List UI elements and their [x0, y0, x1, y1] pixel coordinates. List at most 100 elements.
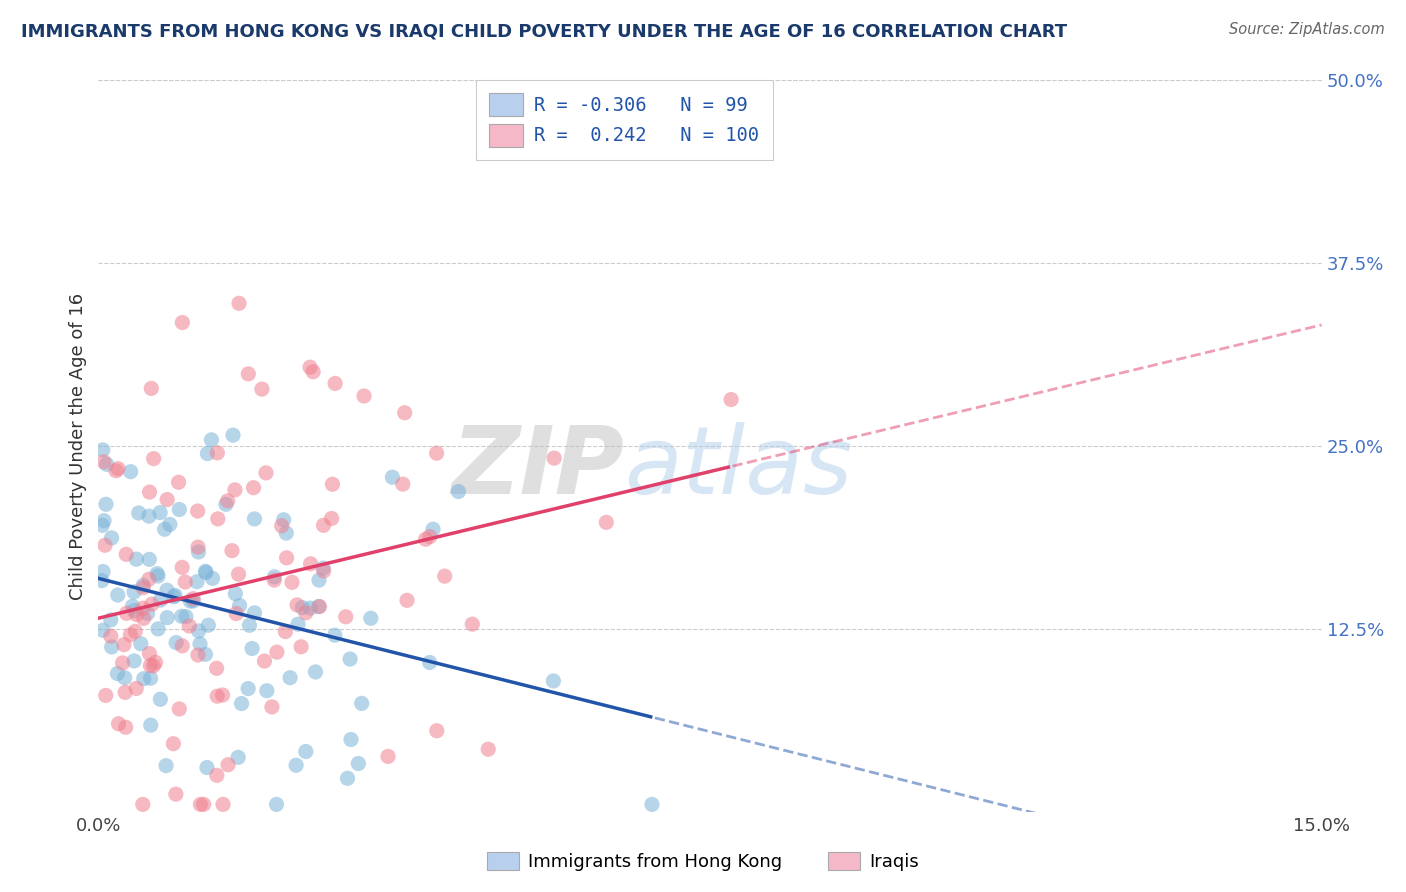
Point — [287, 617, 309, 632]
Point — [433, 569, 456, 583]
Point — [114, 685, 136, 699]
Point — [107, 461, 129, 475]
Point — [179, 594, 201, 608]
Point — [347, 756, 370, 771]
Point — [187, 648, 209, 662]
Point — [165, 787, 187, 801]
Point — [461, 617, 484, 632]
Point — [132, 611, 155, 625]
Point — [172, 316, 194, 330]
Point — [254, 466, 277, 480]
Point — [215, 497, 238, 511]
Point — [91, 565, 114, 579]
Point — [141, 597, 163, 611]
Point — [205, 768, 228, 782]
Point — [242, 481, 264, 495]
Point — [419, 656, 441, 670]
Point — [276, 526, 298, 541]
Point — [107, 716, 129, 731]
Point — [100, 613, 122, 627]
Point — [290, 640, 312, 654]
Point — [224, 587, 246, 601]
Point — [138, 552, 160, 566]
Point — [115, 607, 138, 621]
Point — [100, 640, 122, 654]
Point — [217, 494, 239, 508]
Point — [274, 624, 297, 639]
Point — [236, 681, 259, 696]
Point — [121, 599, 143, 614]
Point — [114, 720, 136, 734]
Point — [273, 513, 295, 527]
Point — [172, 639, 194, 653]
Point — [187, 624, 209, 638]
Point — [142, 658, 165, 673]
Point — [146, 622, 169, 636]
Point — [295, 606, 318, 620]
Point — [595, 516, 617, 530]
Point — [323, 376, 346, 391]
Point — [299, 601, 322, 615]
Point — [243, 606, 266, 620]
Point — [93, 514, 115, 528]
Point — [195, 760, 218, 774]
Point — [122, 585, 145, 599]
Text: ZIP: ZIP — [451, 422, 624, 514]
Point — [153, 522, 176, 536]
Point — [91, 442, 114, 457]
Point — [136, 607, 159, 621]
Point — [212, 797, 235, 812]
Point — [720, 392, 742, 407]
Point — [156, 492, 179, 507]
Point — [174, 609, 197, 624]
Point — [132, 601, 155, 615]
Point — [312, 564, 335, 578]
Point — [336, 772, 359, 786]
Point — [353, 389, 375, 403]
Point — [172, 560, 194, 574]
Point — [396, 593, 419, 607]
Point — [266, 645, 288, 659]
Point — [321, 477, 343, 491]
Point — [205, 661, 228, 675]
Point — [156, 583, 179, 598]
Point — [228, 296, 250, 310]
Point — [139, 671, 162, 685]
Point — [308, 573, 330, 587]
Point — [281, 575, 304, 590]
Point — [132, 581, 155, 595]
Point — [228, 599, 250, 613]
Point — [163, 588, 186, 602]
Point — [174, 574, 197, 589]
Point — [391, 477, 413, 491]
Text: Source: ZipAtlas.com: Source: ZipAtlas.com — [1229, 22, 1385, 37]
Point — [201, 571, 224, 585]
Point — [381, 470, 404, 484]
Point — [270, 518, 292, 533]
Point — [120, 628, 142, 642]
Point — [226, 750, 249, 764]
Point — [100, 531, 122, 545]
Point — [238, 618, 260, 632]
Point — [447, 484, 470, 499]
Point — [149, 692, 172, 706]
Point — [238, 367, 260, 381]
Legend: Immigrants from Hong Kong, Iraqis: Immigrants from Hong Kong, Iraqis — [479, 845, 927, 879]
Point — [91, 518, 114, 533]
Point — [291, 600, 314, 615]
Point — [139, 658, 162, 673]
Point — [115, 547, 138, 561]
Point — [377, 749, 399, 764]
Point — [132, 797, 155, 812]
Point — [100, 629, 122, 643]
Point — [394, 406, 416, 420]
Point — [207, 446, 229, 460]
Point — [141, 381, 163, 395]
Point — [90, 574, 112, 588]
Point — [122, 654, 145, 668]
Point — [146, 569, 169, 583]
Point — [138, 647, 160, 661]
Y-axis label: Child Poverty Under the Age of 16: Child Poverty Under the Age of 16 — [69, 293, 87, 599]
Point — [128, 506, 150, 520]
Point — [186, 574, 208, 589]
